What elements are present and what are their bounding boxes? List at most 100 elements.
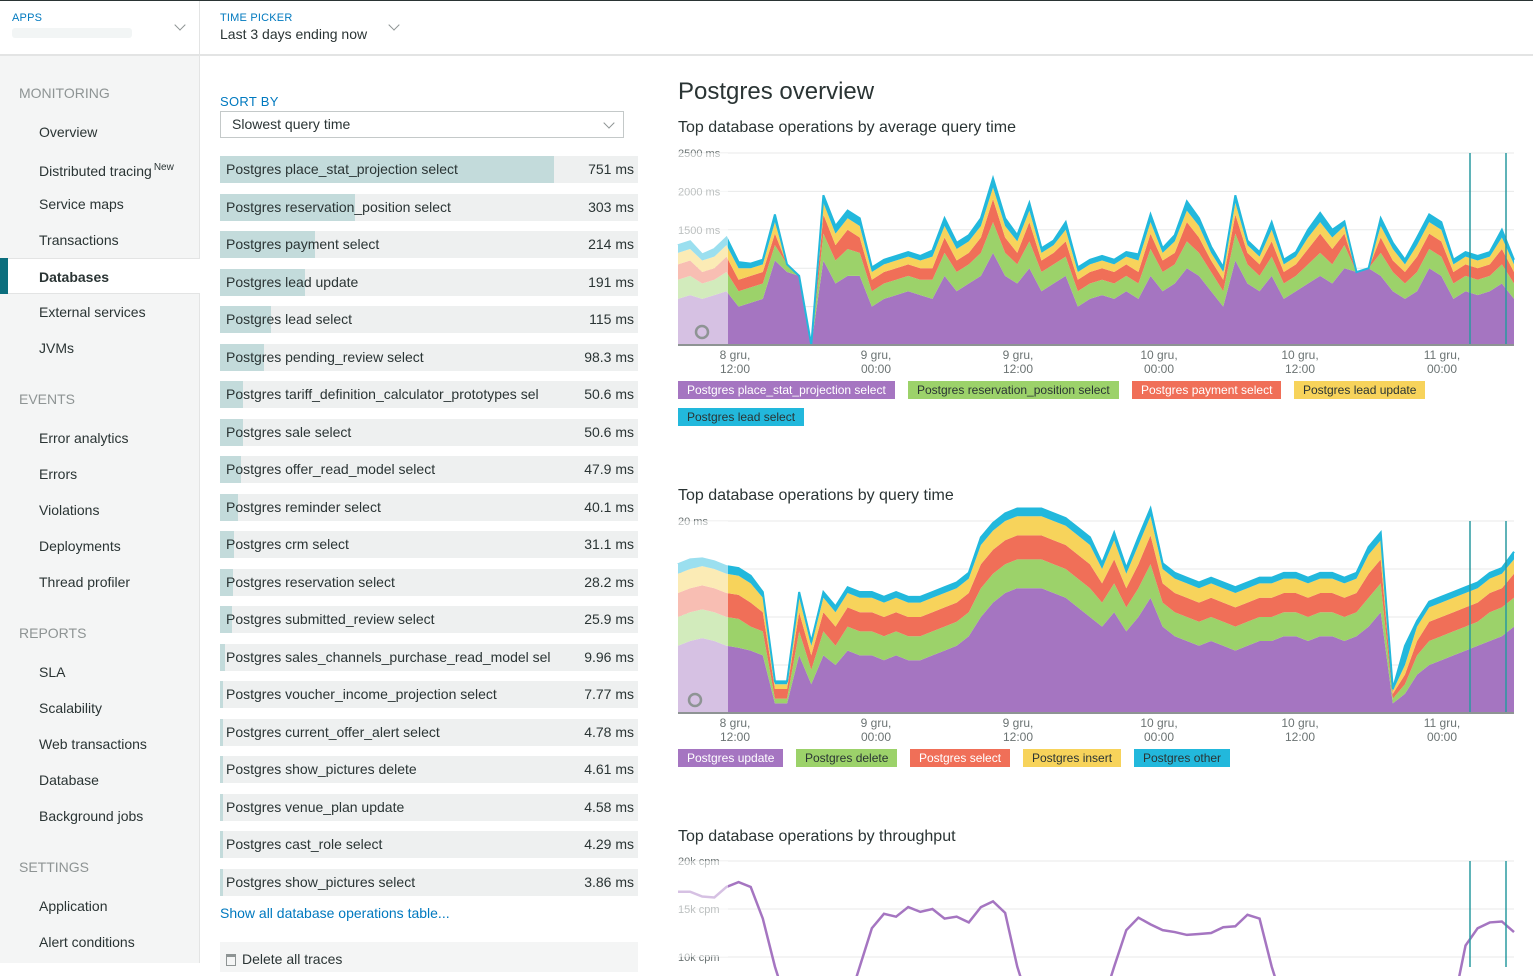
operation-name: Postgres lead select — [226, 311, 353, 327]
operation-row[interactable]: Postgres crm select 31.1 ms — [220, 531, 638, 558]
x-tick-label: 10 gru, — [1281, 716, 1318, 730]
sidebar-item-label: Background jobs — [39, 808, 144, 824]
operation-row[interactable]: Postgres reservation_position select 303 … — [220, 193, 638, 221]
legend-item[interactable]: Postgres other — [1134, 749, 1231, 767]
area-series-3[interactable] — [678, 516, 1514, 694]
x-tick-label: 12:00 — [720, 362, 750, 376]
legend-item[interactable]: Postgres update — [678, 749, 784, 767]
legend-item[interactable]: Postgres lead update — [1294, 381, 1426, 399]
sidebar-item-deployments[interactable]: Deployments — [0, 528, 200, 564]
sidebar-item-databases[interactable]: Databases — [0, 258, 200, 294]
sidebar-item-label: Violations — [39, 502, 100, 518]
sidebar-item-label: JVMs — [39, 340, 74, 356]
sidebar-item-overview[interactable]: Overview — [0, 114, 200, 150]
show-all-operations-link[interactable]: Show all database operations table... — [220, 905, 450, 921]
section-title-reports: REPORTS — [19, 625, 87, 641]
sort-by-select[interactable]: Slowest query time — [220, 111, 624, 138]
operation-time: 7.77 ms — [584, 686, 634, 702]
operation-row[interactable]: Postgres show_pictures select 3.86 ms — [220, 868, 638, 896]
operation-row[interactable]: Postgres sale select 50.6 ms — [220, 418, 638, 446]
operation-name: Postgres sales_channels_purchase_read_mo… — [226, 648, 551, 665]
operation-row[interactable]: Postgres reservation select 28.2 ms — [220, 568, 638, 596]
sidebar-item-jvms[interactable]: JVMs — [0, 330, 200, 366]
operation-name: Postgres current_offer_alert select — [226, 723, 440, 740]
sidebar-item-errors[interactable]: Errors — [0, 456, 200, 492]
sidebar-item-label: Databases — [39, 269, 110, 285]
area-series-3[interactable] — [678, 187, 1514, 345]
operation-bar — [220, 756, 223, 783]
legend-item[interactable]: Postgres payment select — [1132, 381, 1282, 399]
section-title-monitoring: MONITORING — [19, 85, 110, 101]
operation-row[interactable]: Postgres lead update 191 ms — [220, 268, 638, 296]
x-tick-label: 8 gru, — [720, 348, 751, 362]
operation-row[interactable]: Postgres voucher_income_projection selec… — [220, 681, 638, 708]
area-series-0[interactable] — [678, 588, 1514, 713]
sidebar-item-label: SLA — [39, 664, 66, 680]
sidebar-item-database[interactable]: Database — [0, 762, 200, 798]
operation-row[interactable]: Postgres cast_role select 4.29 ms — [220, 831, 638, 858]
sidebar-item-alert-conditions[interactable]: Alert conditions — [0, 924, 200, 960]
sidebar-item-label: Overview — [39, 124, 98, 140]
legend-item[interactable]: Postgres select — [910, 749, 1011, 767]
sidebar-item-error-analytics[interactable]: Error analytics — [0, 420, 200, 456]
area-series-1[interactable] — [678, 559, 1514, 704]
operation-row[interactable]: Postgres show_pictures delete 4.61 ms — [220, 756, 638, 783]
sidebar-item-application[interactable]: Application — [0, 888, 200, 924]
sidebar-item-web-transactions[interactable]: Web transactions — [0, 726, 200, 762]
delete-all-traces-button[interactable]: Delete all traces — [220, 942, 638, 972]
operation-row[interactable]: Postgres sales_channels_purchase_read_mo… — [220, 643, 638, 671]
chart-throughput[interactable]: 20k cpm15k cpm10k cpm — [678, 853, 1515, 976]
operation-bar — [220, 531, 234, 558]
chevron-down-icon[interactable] — [174, 19, 186, 31]
operation-row[interactable]: Postgres submitted_review select 25.9 ms — [220, 606, 638, 633]
area-series-0[interactable] — [678, 252, 1514, 345]
operation-bar — [220, 418, 243, 446]
section-title-events: EVENTS — [19, 391, 76, 407]
legend-item[interactable]: Postgres lead select — [678, 408, 805, 426]
area-series-4[interactable] — [678, 178, 1514, 345]
chart-title-query-time: Top database operations by query time — [678, 487, 954, 504]
sidebar-item-service-maps[interactable]: Service maps — [0, 186, 200, 222]
time-picker-value[interactable]: Last 3 days ending now — [220, 26, 368, 42]
legend-item[interactable]: Postgres reservation_position select — [908, 381, 1119, 399]
sidebar-item-thread-profiler[interactable]: Thread profiler — [0, 564, 200, 600]
chart-avg-query-time[interactable]: 2500 ms2000 ms1500 ms1000 ms500 ms8 gru,… — [677, 145, 1515, 380]
anomaly-icon[interactable] — [687, 692, 703, 708]
operation-row[interactable]: Postgres current_offer_alert select 4.78 … — [220, 718, 638, 746]
operation-row[interactable]: Postgres venue_plan update 4.58 ms — [220, 793, 638, 821]
sidebar-item-transactions[interactable]: Transactions — [0, 222, 200, 258]
operation-row[interactable]: Postgres payment select 214 ms — [220, 231, 638, 258]
anomaly-icon[interactable] — [694, 324, 710, 340]
throughput-line[interactable] — [678, 880, 1515, 976]
operation-bar — [220, 493, 238, 521]
x-tick-label: 9 gru, — [861, 716, 892, 730]
legend-item[interactable]: Postgres insert — [1023, 749, 1122, 767]
operation-name: Postgres place_stat_projection select — [226, 161, 458, 177]
operation-time: 25.9 ms — [584, 611, 634, 627]
legend-item[interactable]: Postgres place_stat_projection select — [678, 381, 895, 399]
x-tick-label: 12:00 — [1285, 362, 1315, 376]
operation-time: 214 ms — [588, 236, 634, 252]
operation-row[interactable]: Postgres tariff_definition_calculator_pr… — [220, 381, 638, 408]
sidebar-item-sla[interactable]: SLA — [0, 654, 200, 690]
chevron-down-icon[interactable] — [388, 19, 400, 31]
operation-row[interactable]: Postgres offer_read_model select 47.9 ms — [220, 456, 638, 483]
sidebar-item-scalability[interactable]: Scalability — [0, 690, 200, 726]
sidebar-item-background-jobs[interactable]: Background jobs — [0, 798, 200, 834]
operation-row[interactable]: Postgres lead select 115 ms — [220, 306, 638, 333]
operation-row[interactable]: Postgres pending_review select 98.3 ms — [220, 343, 638, 371]
operation-name: Postgres reservation_position select — [226, 198, 451, 215]
legend-item[interactable]: Postgres delete — [796, 749, 898, 767]
operation-row[interactable]: Postgres reminder select 40.1 ms — [220, 493, 638, 521]
apps-picker[interactable]: APPS — [0, 1, 200, 55]
sidebar-item-distributed-tracing[interactable]: Distributed tracing New — [0, 150, 200, 186]
operation-row[interactable]: Postgres place_stat_projection select 751… — [220, 156, 638, 183]
area-series-2[interactable] — [678, 535, 1514, 699]
sidebar-item-violations[interactable]: Violations — [0, 492, 200, 528]
sidebar-item-label: Application — [39, 898, 108, 914]
chart-query-time[interactable]: 20 ms15 ms10 ms5 ms8 gru,12:009 gru,00:0… — [677, 505, 1515, 748]
operation-time: 4.61 ms — [584, 761, 634, 777]
area-series-2[interactable] — [678, 199, 1514, 345]
sidebar-item-external-services[interactable]: External services — [0, 294, 200, 330]
area-series-1[interactable] — [678, 222, 1514, 345]
